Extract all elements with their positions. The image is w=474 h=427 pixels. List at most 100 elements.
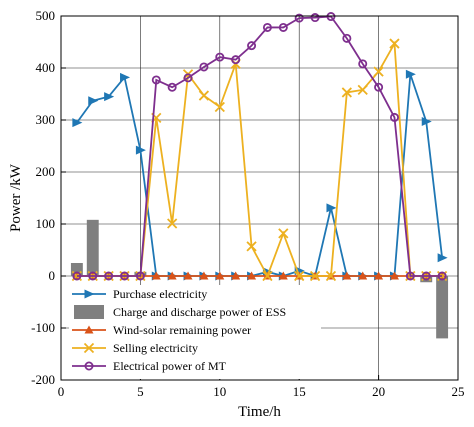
x-tick-label: 10 <box>213 384 226 399</box>
data-point <box>278 228 289 239</box>
legend-label: Wind-solar remaining power <box>113 323 251 337</box>
line-series <box>71 38 448 282</box>
axis-ticks: 0 5 10 15 20 25 -200 -100 0 100 200 300 400 500 <box>31 8 464 399</box>
y-tick-label: 500 <box>36 8 56 23</box>
data-point <box>278 22 288 32</box>
legend-label: Charge and discharge power of ESS <box>113 305 286 319</box>
bar <box>70 263 83 276</box>
data-point <box>72 271 82 281</box>
data-point <box>151 75 161 85</box>
data-point <box>373 66 384 77</box>
data-point <box>262 22 272 32</box>
data-point <box>199 62 209 72</box>
legend-item: Charge and discharge power of ESS <box>74 305 286 319</box>
data-point <box>88 96 99 106</box>
data-point <box>183 73 193 83</box>
y-axis-title: Power /kW <box>8 163 24 232</box>
data-point <box>199 271 209 280</box>
legend-marker <box>84 361 94 371</box>
legend: Purchase electricity Charge and discharge… <box>69 285 321 379</box>
data-point <box>421 117 432 127</box>
data-point <box>294 270 305 282</box>
series-line <box>76 15 443 277</box>
data-point <box>437 271 447 281</box>
legend-label: Electrical power of MT <box>113 359 227 373</box>
data-point <box>247 271 257 280</box>
plot-frame <box>60 15 459 381</box>
data-point <box>389 38 400 49</box>
legend-item: Purchase electricity <box>72 287 207 301</box>
data-point <box>310 13 320 23</box>
data-point <box>325 270 337 282</box>
y-tick-label: -200 <box>31 372 55 387</box>
legend-box <box>69 285 321 379</box>
data-point <box>309 270 321 282</box>
x-tick-label: 25 <box>452 384 465 399</box>
data-point <box>231 271 241 280</box>
data-point <box>88 271 98 281</box>
data-point <box>294 13 304 23</box>
data-point <box>326 203 337 213</box>
data-point <box>342 271 352 280</box>
data-point <box>198 90 210 101</box>
legend-item: Selling electricity <box>72 341 198 355</box>
y-tick-label: 300 <box>36 112 56 127</box>
y-tick-label: 200 <box>36 164 56 179</box>
x-tick-label: 20 <box>372 384 385 399</box>
data-point <box>341 87 352 98</box>
bar <box>86 219 99 276</box>
data-point <box>135 145 146 155</box>
data-point <box>120 271 130 281</box>
line-series <box>72 69 448 281</box>
x-axis-title: Time/h <box>238 404 281 420</box>
x-tick-label: 5 <box>137 384 144 399</box>
data-point <box>104 92 115 102</box>
legend-swatch <box>74 305 104 319</box>
data-point <box>437 253 448 263</box>
data-point <box>389 271 399 280</box>
data-point <box>151 271 161 280</box>
legend-label: Selling electricity <box>113 341 198 355</box>
data-point <box>135 271 145 281</box>
legend-item: Electrical power of MT <box>72 359 227 373</box>
data-point <box>326 12 336 22</box>
data-point <box>389 112 399 122</box>
data-point <box>104 271 114 281</box>
data-point <box>278 271 288 280</box>
data-point <box>405 69 416 79</box>
data-point <box>246 241 257 252</box>
data-point <box>167 82 177 92</box>
data-point <box>374 82 384 92</box>
data-point <box>262 270 273 282</box>
data-point <box>358 271 368 280</box>
data-point <box>421 271 431 281</box>
data-point <box>215 271 225 280</box>
data-point <box>231 55 241 65</box>
data-point <box>358 59 368 69</box>
legend-marker <box>84 289 95 299</box>
data-point <box>342 33 352 43</box>
data-point <box>72 118 83 128</box>
data-point <box>357 84 368 95</box>
x-tick-label: 0 <box>58 384 65 399</box>
data-point <box>215 52 225 62</box>
data-point <box>120 72 131 82</box>
legend-item: Wind-solar remaining power <box>72 323 251 337</box>
line-series <box>72 12 447 281</box>
data-point <box>247 41 257 51</box>
line-series-layer <box>71 12 448 282</box>
data-point <box>183 271 193 280</box>
y-tick-label: 100 <box>36 216 56 231</box>
data-point <box>167 271 177 280</box>
legend-marker <box>83 342 95 354</box>
y-tick-label: 0 <box>49 268 56 283</box>
data-point <box>374 271 384 280</box>
data-point <box>214 101 225 113</box>
data-point <box>167 218 178 229</box>
y-tick-label: 400 <box>36 60 56 75</box>
y-tick-label: -100 <box>31 320 55 335</box>
data-point <box>405 271 415 281</box>
series-line <box>76 40 443 279</box>
legend-label: Purchase electricity <box>113 287 207 301</box>
